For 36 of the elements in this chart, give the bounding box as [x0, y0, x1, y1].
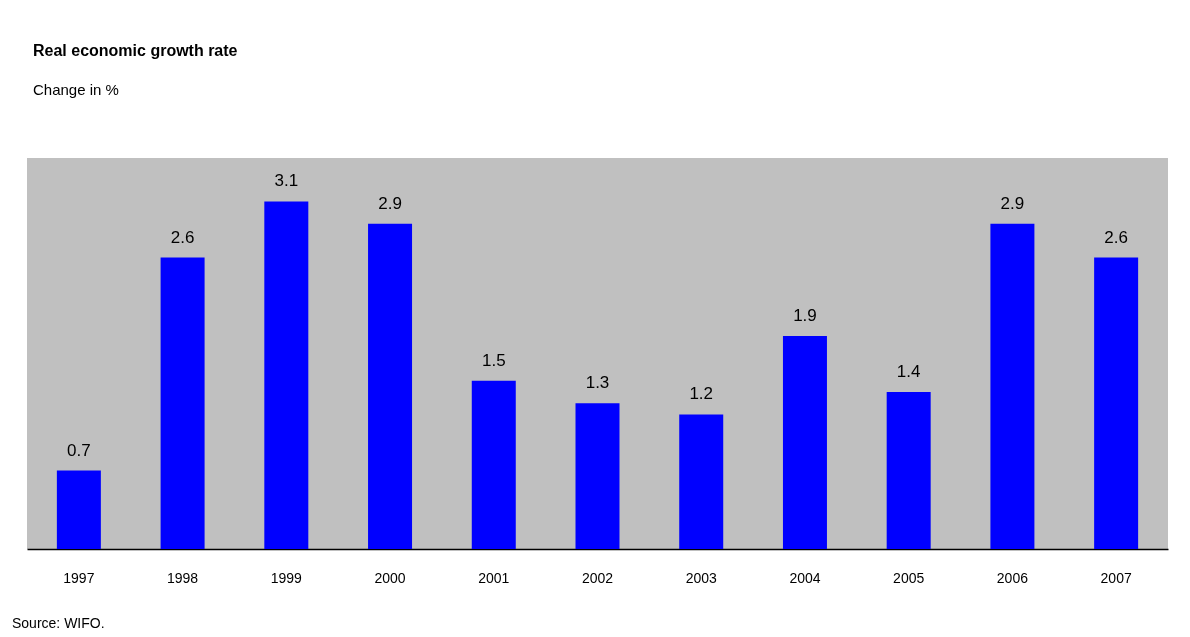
- x-tick-label: 2000: [374, 569, 406, 586]
- bar: [264, 201, 309, 549]
- bar: [679, 414, 724, 549]
- data-label: 1.4: [896, 362, 921, 382]
- data-label: 0.7: [67, 440, 91, 460]
- data-label: 3.1: [274, 171, 299, 191]
- x-tick-label: 2006: [996, 569, 1029, 586]
- bar: [160, 257, 205, 549]
- chart-title: Real economic growth rate: [33, 42, 238, 59]
- data-label: 2.6: [170, 227, 195, 247]
- bar: [886, 392, 931, 549]
- data-label: 1.9: [793, 305, 817, 325]
- x-tick-label: 2001: [478, 569, 510, 586]
- chart-subtitle: Change in %: [33, 81, 119, 98]
- x-tick-label: 2002: [581, 569, 614, 586]
- bar: [471, 380, 516, 549]
- data-label: 2.9: [1000, 193, 1025, 213]
- data-label: 1.5: [481, 350, 506, 370]
- x-tick-label: 1997: [63, 569, 95, 586]
- x-tick-label: 2005: [893, 569, 925, 586]
- bar: [368, 223, 413, 549]
- x-tick-label: 2004: [789, 569, 821, 586]
- x-tick-label: 1999: [270, 569, 303, 586]
- bar: [1094, 257, 1139, 549]
- bar: [990, 223, 1035, 549]
- data-label: 2.6: [1104, 227, 1128, 247]
- data-label: 1.3: [585, 373, 610, 393]
- x-tick-label: 1998: [167, 569, 199, 586]
- data-label: 1.2: [689, 384, 714, 404]
- bar: [782, 335, 827, 549]
- x-tick-label: 2007: [1100, 569, 1132, 586]
- bar: [56, 470, 101, 549]
- source-note: Source: WIFO.: [12, 615, 105, 631]
- bar: [575, 403, 620, 549]
- x-tick-label: 2003: [685, 569, 718, 586]
- data-label: 2.9: [378, 193, 402, 213]
